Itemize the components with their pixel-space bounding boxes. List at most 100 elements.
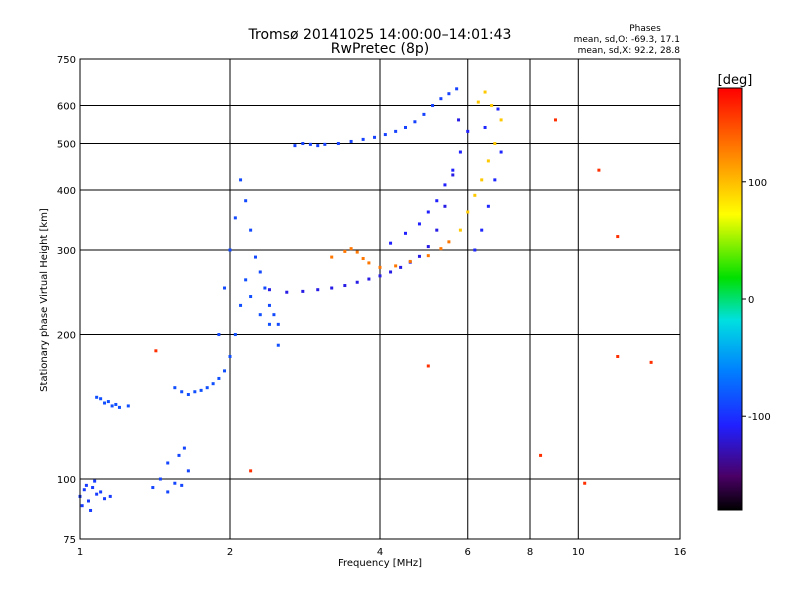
- data-point: [417, 254, 421, 258]
- data-point: [483, 90, 487, 94]
- data-point: [233, 216, 237, 220]
- data-point: [267, 288, 271, 292]
- data-point: [373, 135, 377, 139]
- data-point: [228, 248, 232, 252]
- x-tick-label: 1: [77, 547, 83, 558]
- data-point: [394, 264, 398, 268]
- data-point: [114, 402, 118, 406]
- data-point: [272, 313, 276, 317]
- data-point: [616, 235, 620, 239]
- x-axis-ticks: 1 2 4 6 8 10 16: [77, 547, 687, 558]
- data-point: [276, 343, 280, 347]
- y-tick-label: 75: [63, 535, 76, 546]
- data-point: [186, 469, 190, 473]
- data-point: [413, 120, 417, 124]
- y-tick-label: 400: [57, 186, 76, 197]
- data-point: [244, 199, 248, 203]
- data-point: [182, 446, 186, 450]
- y-tick-label: 500: [57, 140, 76, 151]
- x-tick-label: 4: [377, 547, 383, 558]
- data-point: [431, 104, 435, 108]
- data-point: [443, 204, 447, 208]
- stats-line-o: mean, sd,O: -69.3, 17.1: [574, 35, 680, 45]
- data-point: [103, 497, 107, 501]
- data-point: [439, 247, 443, 251]
- data-point: [239, 178, 243, 182]
- data-point: [84, 483, 88, 487]
- data-point: [316, 144, 320, 148]
- data-point: [239, 303, 243, 307]
- data-point: [126, 404, 130, 408]
- data-point: [93, 479, 97, 483]
- data-point: [458, 150, 462, 154]
- data-point: [80, 504, 84, 508]
- data-point: [99, 490, 103, 494]
- data-point: [217, 333, 221, 337]
- data-point: [417, 222, 421, 226]
- data-point: [110, 404, 114, 408]
- data-point: [205, 386, 209, 390]
- data-point: [435, 199, 439, 203]
- data-point: [223, 286, 227, 290]
- data-point: [355, 280, 359, 284]
- data-point: [193, 390, 197, 394]
- data-point: [336, 142, 340, 146]
- data-point: [383, 133, 387, 137]
- colorbar-tick-label: 100: [748, 178, 767, 189]
- data-point: [228, 355, 232, 358]
- data-point: [476, 100, 480, 104]
- data-point: [293, 144, 297, 148]
- data-point: [480, 228, 484, 232]
- y-tick-label: 600: [57, 102, 76, 113]
- stats-line-x: mean, sd,X: 92.2, 28.8: [578, 46, 681, 56]
- data-point: [408, 259, 412, 263]
- data-point: [480, 178, 484, 182]
- data-point: [211, 382, 215, 386]
- data-point: [323, 142, 327, 146]
- data-point: [276, 322, 280, 326]
- data-point: [343, 249, 347, 253]
- data-layer: [78, 87, 653, 512]
- data-point: [330, 286, 334, 290]
- data-point: [308, 142, 312, 146]
- data-point: [451, 168, 455, 172]
- data-point: [399, 265, 403, 269]
- data-point: [151, 486, 155, 490]
- data-point: [285, 290, 289, 294]
- data-point: [435, 228, 439, 232]
- data-point: [180, 483, 184, 487]
- data-point: [483, 125, 487, 129]
- data-point: [403, 231, 407, 235]
- data-point: [466, 129, 470, 133]
- data-point: [166, 461, 170, 465]
- plot-frame: [79, 58, 681, 540]
- data-point: [95, 492, 99, 496]
- data-point: [443, 183, 447, 187]
- data-point: [649, 360, 653, 364]
- data-point: [249, 295, 253, 299]
- data-point: [233, 333, 237, 337]
- data-point: [267, 322, 271, 326]
- data-point: [439, 97, 443, 101]
- data-point: [158, 477, 162, 481]
- data-point: [378, 265, 382, 269]
- data-point: [455, 87, 459, 91]
- data-point: [597, 168, 601, 172]
- data-point: [173, 386, 177, 390]
- data-point: [389, 241, 393, 245]
- data-point: [343, 284, 347, 288]
- x-tick-label: 6: [465, 547, 471, 558]
- data-point: [95, 395, 99, 399]
- data-point: [82, 488, 86, 492]
- data-point: [422, 112, 426, 116]
- data-point: [499, 150, 503, 154]
- data-point: [394, 129, 398, 133]
- data-point: [539, 453, 543, 457]
- colorbar-tick-label: 0: [748, 295, 754, 306]
- y-axis-ticks: 75 100 200 300 400 500 600 750: [57, 55, 76, 546]
- data-point: [89, 508, 93, 512]
- data-point: [263, 286, 267, 290]
- data-point: [447, 92, 451, 96]
- data-point: [493, 142, 497, 146]
